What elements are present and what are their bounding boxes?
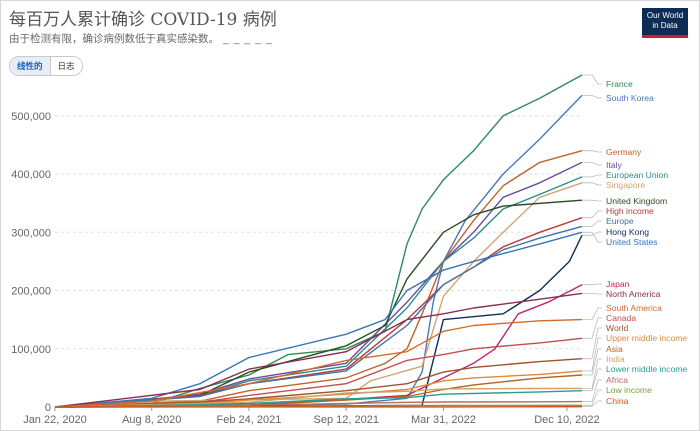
label-connector: [582, 199, 602, 202]
series-label: European Union: [606, 170, 668, 180]
label-connector: [582, 283, 602, 286]
subtitle-text: 由于检测有限，确诊病例数低于真实感染数。: [9, 33, 219, 45]
x-tick-label: Aug 8, 2020: [122, 414, 181, 426]
label-connector: [582, 307, 602, 321]
series-label: Upper middle income: [606, 333, 687, 343]
series-label: China: [606, 396, 629, 406]
series-label: World: [606, 323, 629, 333]
series-label: Europe: [606, 216, 634, 226]
series-line: [54, 400, 583, 408]
series-label: Italy: [606, 160, 622, 170]
label-connector: [582, 389, 602, 406]
series-line: [54, 225, 583, 408]
label-connector: [582, 400, 602, 407]
page-title: 每百万人累计确诊 COVID-19 病例: [9, 10, 277, 30]
series-label: Japan: [606, 279, 630, 289]
series-label: India: [606, 354, 625, 364]
series-label: Low income: [606, 385, 652, 395]
series-label: United States: [606, 237, 658, 247]
series-label: Africa: [606, 375, 628, 385]
series-line: [54, 358, 583, 408]
series-label: United Kingdom: [606, 196, 667, 206]
label-connector: [582, 210, 602, 219]
label-connector: [582, 358, 602, 389]
label-connector: [582, 95, 602, 99]
series-label: Lower middle income: [606, 364, 687, 374]
label-connector: [582, 161, 602, 166]
series-label: Canada: [606, 313, 636, 323]
y-tick-label: 500,000: [11, 111, 51, 123]
owid-logo[interactable]: Our World in Data: [642, 8, 688, 38]
label-connector: [582, 368, 602, 392]
series-line: [54, 337, 583, 408]
series-label: Germany: [606, 147, 642, 157]
x-tick-label: Feb 24, 2021: [217, 414, 282, 426]
label-connector: [582, 292, 602, 295]
series-line: [54, 390, 583, 408]
y-tick-label: 100,000: [11, 344, 51, 356]
series-label: Singapore: [606, 180, 645, 190]
label-connector: [582, 220, 602, 227]
y-tick-label: 400,000: [11, 169, 51, 181]
series-line: [54, 176, 583, 408]
chart-subtitle: 由于检测有限，确诊病例数低于真实感染数。 _ _ _ _ _: [9, 31, 273, 46]
label-connector: [582, 337, 602, 372]
series-line: [54, 94, 583, 408]
label-connector: [582, 231, 602, 236]
y-tick-label: 200,000: [11, 286, 51, 298]
scale-toggle[interactable]: 线性的 日志: [9, 56, 83, 76]
label-connector: [582, 348, 602, 376]
series-label: High income: [606, 206, 654, 216]
label-connector: [582, 317, 602, 339]
x-tick-label: Jan 22, 2020: [23, 414, 87, 426]
x-tick-label: Sep 12, 2021: [313, 414, 378, 426]
log-scale-button[interactable]: 日志: [50, 57, 82, 75]
label-connector: [582, 379, 602, 403]
x-tick-label: Dec 10, 2022: [534, 414, 599, 426]
series-label: Hong Kong: [606, 227, 649, 237]
series-line: [54, 405, 583, 408]
label-connector: [582, 182, 602, 186]
series-label: France: [606, 79, 633, 89]
logo-line-1: Our World: [646, 11, 684, 20]
subtitle-dashes: _ _ _ _ _: [223, 33, 273, 45]
series-label: South America: [606, 303, 662, 313]
label-connector: [582, 150, 602, 153]
series-line: [54, 199, 583, 408]
y-tick-label: 300,000: [11, 227, 51, 239]
series-label: Asia: [606, 344, 623, 354]
label-connector: [582, 74, 602, 85]
linear-scale-button[interactable]: 线性的: [10, 57, 51, 75]
series-line: [54, 370, 583, 408]
label-connector: [582, 231, 602, 243]
series-line: [54, 231, 583, 408]
x-tick-label: Mar 31, 2022: [411, 414, 476, 426]
series-line: [54, 150, 583, 408]
series-line: [54, 387, 583, 408]
y-tick-label: 0: [45, 402, 51, 414]
label-connector: [582, 327, 602, 360]
logo-line-2: in Data: [652, 21, 678, 30]
series-line: [54, 292, 583, 408]
series-line: [54, 217, 583, 408]
logo-bar: [642, 35, 688, 38]
series-label: South Korea: [606, 93, 654, 103]
series-label: North America: [606, 289, 661, 299]
label-connector: [582, 174, 602, 178]
series-line: [54, 318, 583, 408]
